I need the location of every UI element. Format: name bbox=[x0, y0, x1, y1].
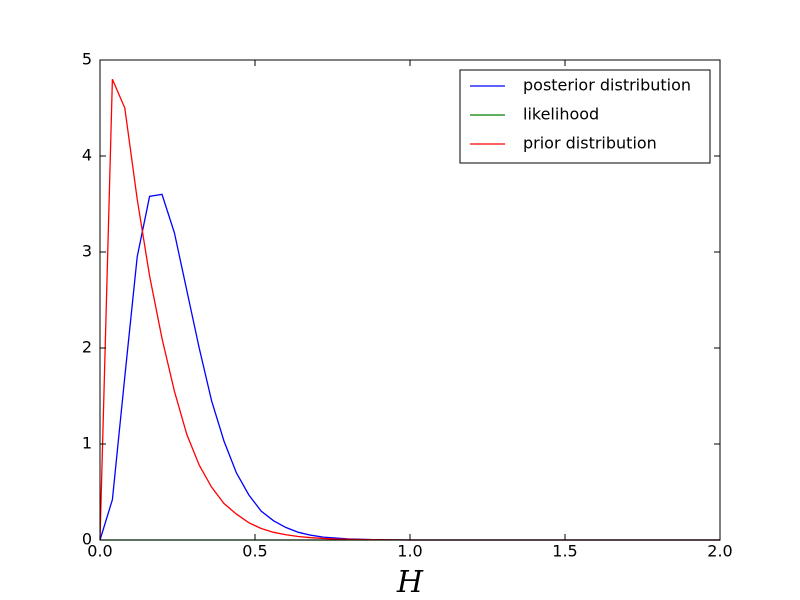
legend-label: prior distribution bbox=[523, 134, 657, 153]
x-tick-label: 2.0 bbox=[707, 542, 732, 561]
x-tick-label: 0.5 bbox=[242, 542, 267, 561]
y-tick-label: 0 bbox=[82, 530, 92, 549]
y-tick-label: 1 bbox=[82, 434, 92, 453]
legend-label: posterior distribution bbox=[523, 76, 691, 95]
y-tick-label: 4 bbox=[82, 146, 92, 165]
y-tick-label: 2 bbox=[82, 338, 92, 357]
x-tick-label: 0.0 bbox=[87, 542, 112, 561]
y-tick-label: 3 bbox=[82, 242, 92, 261]
x-tick-label: 1.5 bbox=[552, 542, 577, 561]
x-axis-label: H bbox=[396, 565, 424, 600]
y-tick-label: 5 bbox=[82, 50, 92, 69]
legend-label: likelihood bbox=[523, 105, 599, 124]
x-tick-label: 1.0 bbox=[397, 542, 422, 561]
